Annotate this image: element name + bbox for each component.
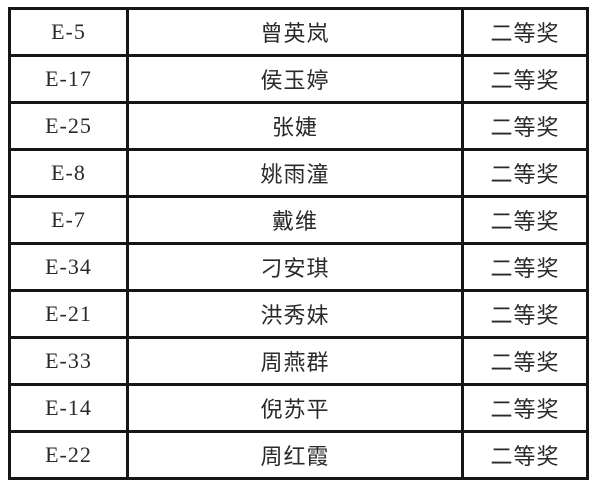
name-cell: 戴维 [126, 195, 464, 245]
table-row: E-5 曾英岚 二等奖 [8, 7, 589, 57]
table-row: E-14 倪苏平 二等奖 [8, 383, 589, 433]
award-cell: 二等奖 [461, 195, 589, 245]
name-cell: 周红霞 [126, 430, 464, 480]
award-table: E-5 曾英岚 二等奖 E-17 侯玉婷 二等奖 E-25 张婕 二等奖 E-8… [8, 7, 589, 480]
award-cell: 二等奖 [461, 289, 589, 339]
award-cell: 二等奖 [461, 383, 589, 433]
award-cell: 二等奖 [461, 54, 589, 104]
code-cell: E-25 [8, 101, 129, 151]
code-cell: E-14 [8, 383, 129, 433]
name-cell: 姚雨潼 [126, 148, 464, 198]
name-cell: 倪苏平 [126, 383, 464, 433]
award-cell: 二等奖 [461, 101, 589, 151]
code-cell: E-17 [8, 54, 129, 104]
award-cell: 二等奖 [461, 336, 589, 386]
name-cell: 周燕群 [126, 336, 464, 386]
table-row: E-22 周红霞 二等奖 [8, 430, 589, 480]
table-row: E-17 侯玉婷 二等奖 [8, 54, 589, 104]
name-cell: 曾英岚 [126, 7, 464, 57]
table-row: E-34 刁安琪 二等奖 [8, 242, 589, 292]
table-row: E-8 姚雨潼 二等奖 [8, 148, 589, 198]
table-row: E-25 张婕 二等奖 [8, 101, 589, 151]
code-cell: E-8 [8, 148, 129, 198]
code-cell: E-21 [8, 289, 129, 339]
name-cell: 张婕 [126, 101, 464, 151]
code-cell: E-5 [8, 7, 129, 57]
award-cell: 二等奖 [461, 7, 589, 57]
name-cell: 侯玉婷 [126, 54, 464, 104]
award-cell: 二等奖 [461, 148, 589, 198]
table-row: E-33 周燕群 二等奖 [8, 336, 589, 386]
award-cell: 二等奖 [461, 430, 589, 480]
code-cell: E-22 [8, 430, 129, 480]
name-cell: 刁安琪 [126, 242, 464, 292]
table-row: E-21 洪秀妹 二等奖 [8, 289, 589, 339]
award-cell: 二等奖 [461, 242, 589, 292]
code-cell: E-34 [8, 242, 129, 292]
table-row: E-7 戴维 二等奖 [8, 195, 589, 245]
name-cell: 洪秀妹 [126, 289, 464, 339]
code-cell: E-33 [8, 336, 129, 386]
code-cell: E-7 [8, 195, 129, 245]
